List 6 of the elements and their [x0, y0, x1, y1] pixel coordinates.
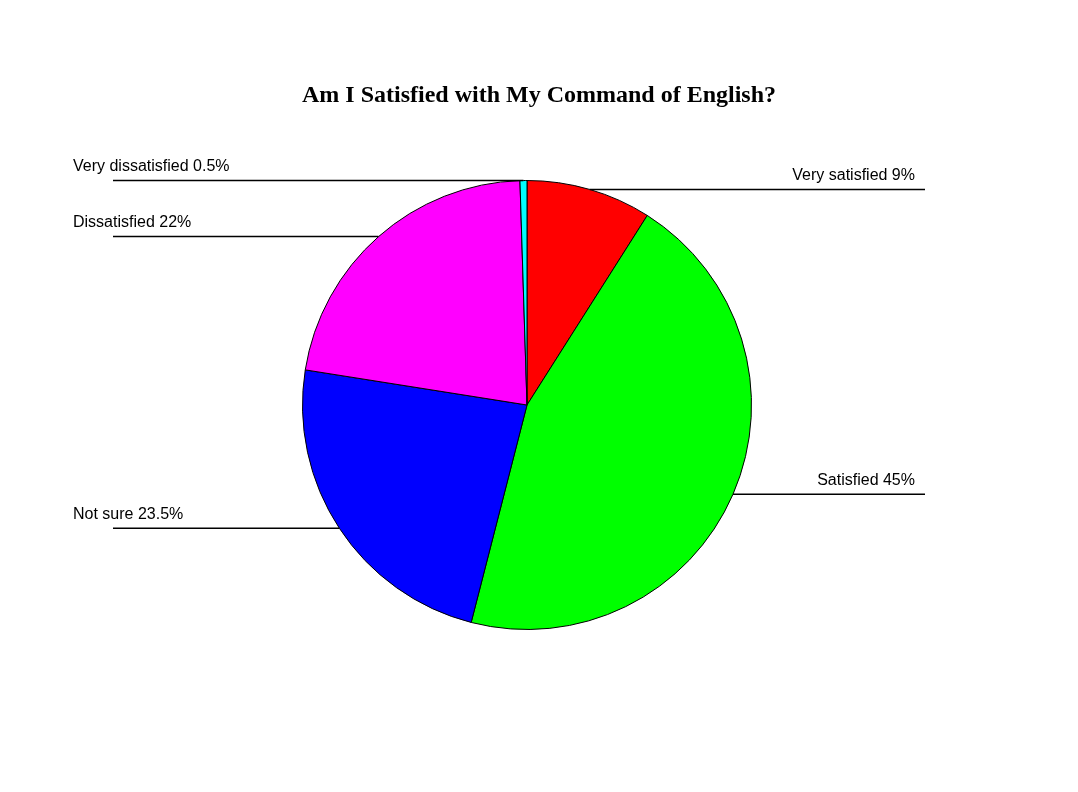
slice-label: Very satisfied 9% [792, 165, 915, 183]
slice-label: Dissatisfied 22% [73, 213, 192, 231]
chart-title: Am I Satisfied with My Command of English? [301, 81, 777, 108]
slice-label: Not sure 23.5% [73, 504, 184, 522]
slice-label: Satisfied 45% [817, 470, 915, 488]
slice-label: Very dissatisfied 0.5% [73, 156, 230, 174]
